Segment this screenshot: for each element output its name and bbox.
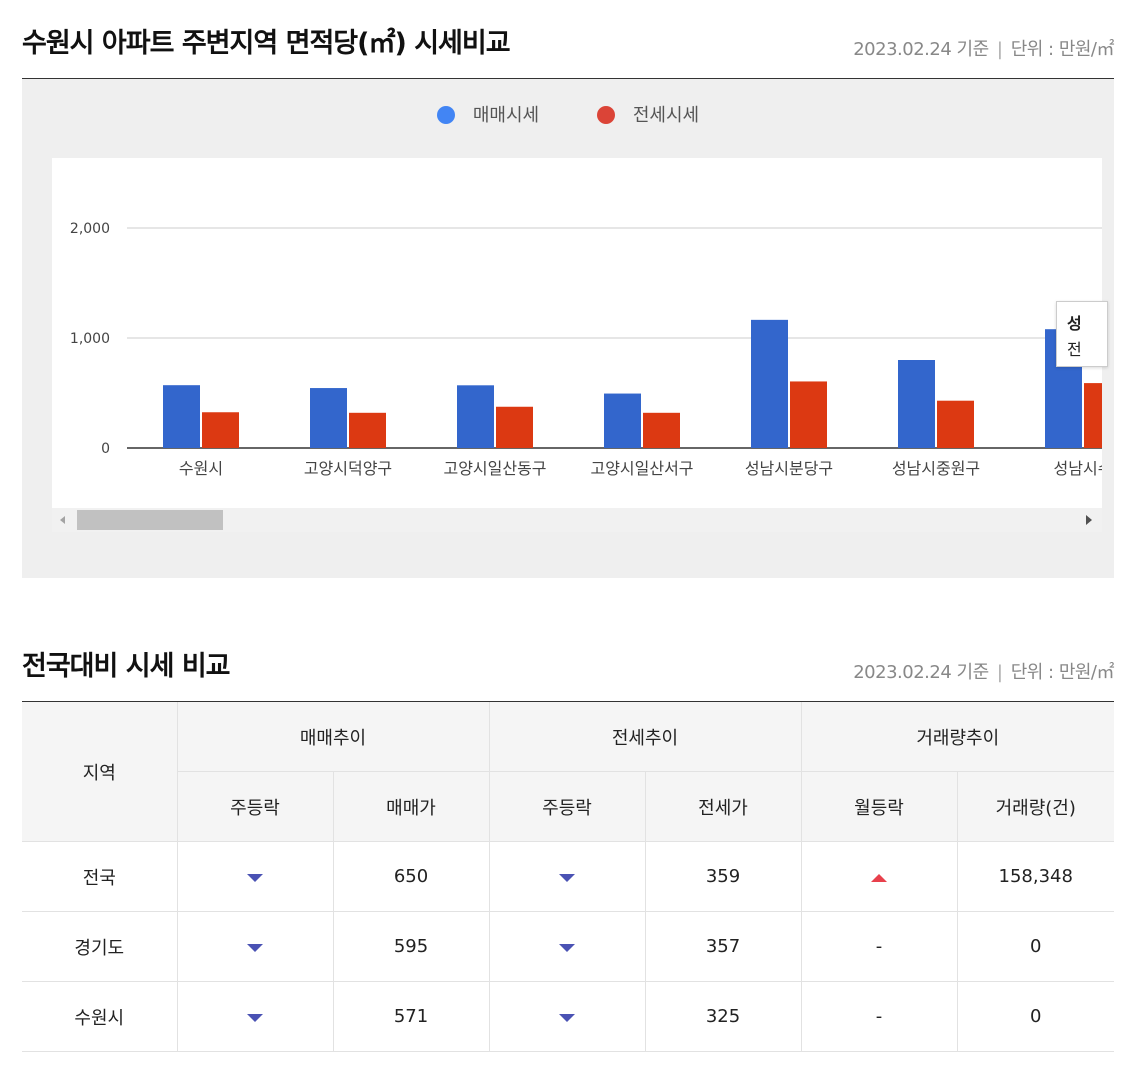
chart-section-title: 수원시 아파트 주변지역 면적당(㎡) 시세비교 — [22, 28, 511, 59]
chart-plot-area: 0 1,000 2,000 수원시 고양시덕양구 고양시일산동구 고양시일산서구 성남시분당구… — [52, 158, 1102, 508]
header-region: 지역 — [22, 702, 177, 842]
comparison-table: 지역 매매추이 전세추이 거래량추이 주등락 매매가 주등락 전세가 월등락 거… — [22, 702, 1114, 1052]
chart-date: 2023.02.24 기준 — [853, 39, 989, 60]
sale-price-cell: 595 — [332, 911, 489, 982]
subheader-sale-trend: 주등락 — [176, 771, 333, 842]
region-cell: 전국 — [22, 841, 177, 912]
legend-dot-sale — [436, 106, 455, 124]
bar-sale — [604, 393, 641, 448]
header-group-sale: 매매추이 — [176, 702, 489, 772]
bar-jeonse — [496, 406, 533, 448]
legend-item-jeonse[interactable]: 전세시세 — [596, 101, 700, 127]
volume-trend-cell — [800, 841, 957, 912]
x-tick-label: 수원시 — [179, 459, 223, 478]
meta-separator: | — [996, 662, 1003, 683]
scroll-right-arrow-icon[interactable] — [1086, 515, 1092, 525]
sale-price-cell: 571 — [332, 981, 489, 1052]
bar-jeonse — [349, 412, 386, 448]
bar-jeonse — [937, 400, 974, 448]
up-triangle-icon — [871, 874, 887, 882]
legend-dot-jeonse — [596, 106, 615, 124]
x-tick-label: 고양시덕양구 — [304, 459, 392, 478]
compare-date: 2023.02.24 기준 — [853, 662, 989, 683]
chart-container: 매매시세 전세시세 0 1,000 2,000 수원시 고양시덕양구 고양시일산동구 고양시… — [22, 79, 1114, 578]
down-triangle-icon — [559, 874, 575, 882]
tooltip-title: 성 — [1067, 314, 1082, 333]
volume-cell: 0 — [956, 911, 1114, 982]
chart-section-header: 수원시 아파트 주변지역 면적당(㎡) 시세비교 2023.02.24 기준 |… — [22, 18, 1115, 79]
subheader-volume-trend: 월등락 — [800, 771, 957, 842]
sale-trend-cell — [176, 911, 333, 982]
bar-sale — [898, 360, 935, 448]
y-tick-label: 2,000 — [70, 221, 110, 237]
chart-unit: 단위 : 만원/㎡ — [1010, 39, 1115, 60]
chart-scrollbar[interactable] — [52, 508, 1102, 532]
jeonse-trend-cell — [488, 981, 645, 1052]
bar-sale — [163, 385, 200, 448]
table-row: 경기도 595 357 - 0 — [22, 911, 1114, 982]
bar-sale — [310, 388, 347, 448]
chart-tooltip: 성 전 — [1056, 301, 1108, 367]
chart-section-meta: 2023.02.24 기준 | 단위 : 만원/㎡ — [853, 35, 1114, 61]
legend-item-sale[interactable]: 매매시세 — [436, 101, 540, 127]
compare-unit: 단위 : 만원/㎡ — [1010, 662, 1115, 683]
x-tick-label: 성남시중원구 — [892, 459, 980, 478]
down-triangle-icon — [247, 874, 263, 882]
down-triangle-icon — [247, 944, 263, 952]
bar-jeonse — [1084, 383, 1102, 448]
x-tick-label: 성남시수 — [1054, 459, 1102, 478]
sale-trend-cell — [176, 841, 333, 912]
header-group-volume: 거래량추이 — [800, 702, 1114, 772]
x-tick-label: 성남시분당구 — [745, 459, 833, 478]
region-cell: 경기도 — [22, 911, 177, 982]
bar-sale — [457, 385, 494, 448]
legend-label-jeonse: 전세시세 — [632, 105, 700, 126]
bar-jeonse — [643, 412, 680, 448]
region-cell: 수원시 — [22, 981, 177, 1052]
subheader-volume: 거래량(건) — [956, 771, 1114, 842]
subheader-jeonse-trend: 주등락 — [488, 771, 645, 842]
volume-cell: 0 — [956, 981, 1114, 1052]
compare-section-title: 전국대비 시세 비교 — [22, 651, 231, 682]
compare-section-header: 전국대비 시세 비교 2023.02.24 기준 | 단위 : 만원/㎡ — [22, 641, 1115, 702]
jeonse-price-cell: 325 — [644, 981, 801, 1052]
scroll-left-arrow-icon[interactable] — [60, 516, 65, 524]
meta-separator: | — [996, 39, 1003, 60]
down-triangle-icon — [247, 1014, 263, 1022]
subheader-jeonse-price: 전세가 — [644, 771, 801, 842]
table-row: 전국 650 359 158,348 — [22, 841, 1114, 912]
table-row: 수원시 571 325 - 0 — [22, 981, 1114, 1052]
legend-label-sale: 매매시세 — [472, 105, 540, 126]
down-triangle-icon — [559, 944, 575, 952]
y-tick-label: 1,000 — [70, 331, 110, 347]
subheader-sale-price: 매매가 — [332, 771, 489, 842]
tooltip-line: 전 — [1067, 340, 1082, 359]
bar-jeonse — [790, 381, 827, 448]
x-tick-label: 고양시일산동구 — [443, 459, 546, 478]
scrollbar-thumb[interactable] — [77, 510, 223, 530]
bar-chart: 0 1,000 2,000 수원시 고양시덕양구 고양시일산동구 고양시일산서구 성남시분당구… — [70, 221, 1102, 478]
x-tick-label: 고양시일산서구 — [590, 459, 693, 478]
y-tick-label: 0 — [101, 441, 110, 457]
jeonse-trend-cell — [488, 911, 645, 982]
header-group-jeonse: 전세추이 — [488, 702, 801, 772]
volume-cell: 158,348 — [956, 841, 1114, 912]
compare-section-meta: 2023.02.24 기준 | 단위 : 만원/㎡ — [853, 658, 1114, 684]
down-triangle-icon — [559, 1014, 575, 1022]
chart-legend: 매매시세 전세시세 — [22, 101, 1114, 127]
sale-trend-cell — [176, 981, 333, 1052]
sale-price-cell: 650 — [332, 841, 489, 912]
jeonse-trend-cell — [488, 841, 645, 912]
bar-sale — [751, 319, 788, 448]
volume-trend-cell: - — [800, 981, 957, 1052]
bar-jeonse — [202, 412, 239, 448]
jeonse-price-cell: 357 — [644, 911, 801, 982]
volume-trend-cell: - — [800, 911, 957, 982]
jeonse-price-cell: 359 — [644, 841, 801, 912]
